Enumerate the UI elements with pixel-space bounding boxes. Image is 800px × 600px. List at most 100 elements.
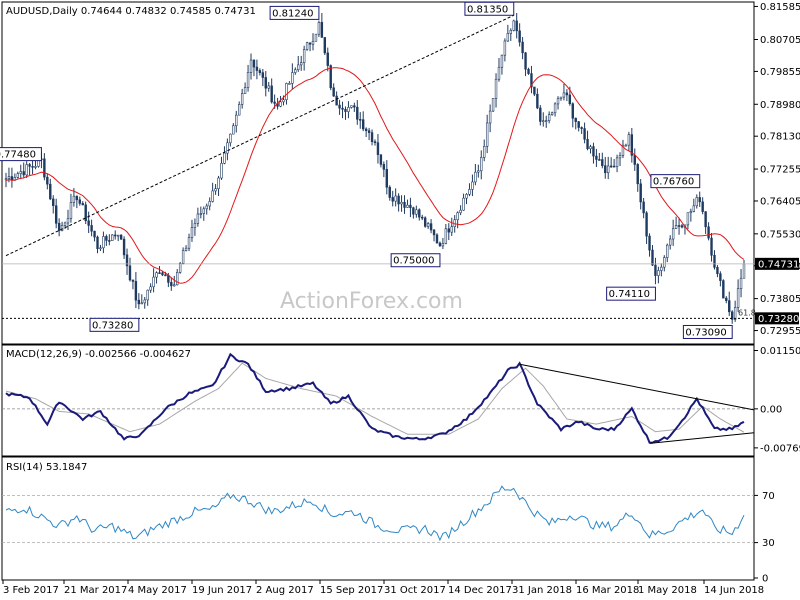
candle [444,224,448,245]
candle [545,115,548,128]
candle [338,99,341,115]
candle-body [426,223,430,227]
candle-body [621,144,625,156]
candle-body [471,181,474,190]
candle [716,265,719,278]
candle-body [220,162,223,179]
candle [288,81,291,85]
candle-body [609,165,613,168]
price-tick-label: 0.73805 [760,294,800,305]
candle [370,129,374,146]
candle [618,152,622,166]
candle-body [704,211,707,228]
annotation-label: 0.73280 [92,320,133,331]
candle [707,222,710,241]
candle-body [31,166,34,168]
candle [474,163,477,186]
price-annotation: 0.77480 [0,147,42,162]
candle-body [267,85,270,89]
candle [500,54,504,75]
candle [93,230,96,242]
candle-body [205,205,208,210]
candle [677,217,681,235]
candle [657,266,660,284]
candle-body [187,237,191,249]
candle-body [719,273,722,281]
candle-body [388,186,391,198]
candle-body [181,250,185,264]
candle [122,236,126,259]
candle [128,257,132,282]
candle-body [54,205,58,224]
trendline-dashed [5,14,514,257]
candle-body [338,104,341,109]
macd-signal-line [5,362,745,435]
x-tick-label: 21 Mar 2017 [64,585,127,596]
candle [184,245,188,252]
candle-body [630,134,634,156]
candle-body [96,236,99,250]
candle [4,172,8,188]
candle-body [273,101,276,104]
candle [235,110,238,133]
annotation-box [682,324,733,339]
candle-body [545,120,548,122]
candle-body [297,64,300,70]
candle [99,244,102,251]
candle-body [739,277,743,289]
candle [176,269,179,286]
candle-body [311,40,315,45]
candle-body [624,144,628,147]
candle-body [580,127,583,129]
candle-body [320,22,324,38]
candle [335,91,338,106]
candle [19,164,22,180]
candle [359,112,362,129]
candle-body [645,212,648,237]
candle-body [361,119,365,130]
candle-body [232,125,235,135]
candle-body [90,225,93,232]
candle-body [518,30,521,43]
candle-body [524,52,527,70]
candle [730,310,734,324]
candle-body [152,276,155,288]
candle-body [601,159,604,166]
candle-body [364,128,368,131]
candle-body [376,142,380,155]
candle [229,133,232,147]
candle [205,203,208,215]
candle [506,24,510,42]
candle-body [196,213,200,224]
candle-body [7,176,11,180]
candle [621,139,625,159]
candle [471,174,474,197]
candle-body [409,204,412,209]
candle [238,101,241,116]
candle [25,161,28,178]
candle-body [75,195,79,201]
candle [397,193,400,212]
candle-body [128,265,132,281]
candle [28,163,31,175]
candle-body [16,173,20,178]
candle [22,162,25,178]
candle [347,101,350,119]
candle-body [370,132,374,142]
candle-body [314,33,318,42]
candle [483,139,486,162]
candle-body [382,164,386,170]
current-price-badge: 0.74731 [755,257,799,270]
candle [556,96,560,110]
candle-body [633,155,636,165]
candle-body [81,203,84,206]
candle [249,53,253,80]
candle-body [680,225,684,228]
candle [648,233,651,257]
candle [586,130,589,151]
candle-body [742,263,746,279]
candle [81,201,84,206]
price-tick-label: 0.77255 [760,165,800,176]
x-tick-label: 14 Dec 2017 [448,585,512,596]
candle-body [671,228,675,240]
